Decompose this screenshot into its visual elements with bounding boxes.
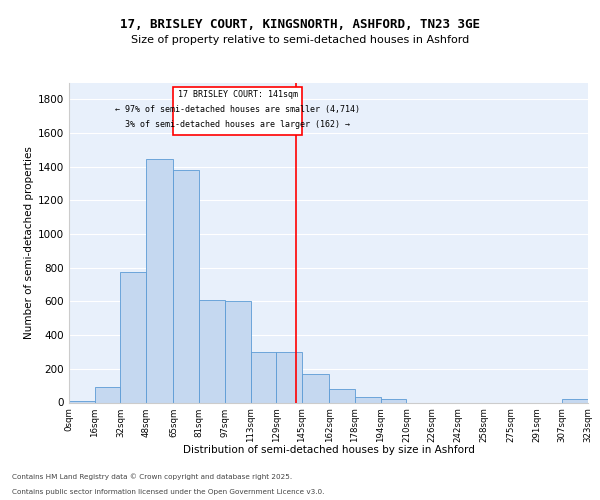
Y-axis label: Number of semi-detached properties: Number of semi-detached properties bbox=[24, 146, 34, 339]
Text: Contains HM Land Registry data © Crown copyright and database right 2025.: Contains HM Land Registry data © Crown c… bbox=[12, 474, 292, 480]
Bar bbox=[225, 300, 251, 402]
Bar bbox=[251, 352, 276, 403]
Text: 17, BRISLEY COURT, KINGSNORTH, ASHFORD, TN23 3GE: 17, BRISLEY COURT, KINGSNORTH, ASHFORD, … bbox=[120, 18, 480, 30]
Bar bbox=[381, 399, 406, 402]
Bar bbox=[95, 386, 121, 402]
Bar bbox=[173, 170, 199, 402]
Bar bbox=[69, 401, 95, 402]
Text: Contains public sector information licensed under the Open Government Licence v3: Contains public sector information licen… bbox=[12, 489, 325, 495]
Bar bbox=[302, 374, 329, 402]
Text: Size of property relative to semi-detached houses in Ashford: Size of property relative to semi-detach… bbox=[131, 35, 469, 45]
Bar bbox=[562, 399, 588, 402]
Bar bbox=[329, 389, 355, 402]
Bar bbox=[146, 159, 173, 402]
Bar bbox=[121, 272, 146, 402]
Text: 17 BRISLEY COURT: 141sqm: 17 BRISLEY COURT: 141sqm bbox=[178, 90, 298, 98]
FancyBboxPatch shape bbox=[173, 86, 302, 134]
Bar bbox=[199, 300, 225, 402]
Text: ← 97% of semi-detached houses are smaller (4,714): ← 97% of semi-detached houses are smalle… bbox=[115, 104, 360, 114]
Bar bbox=[355, 398, 381, 402]
X-axis label: Distribution of semi-detached houses by size in Ashford: Distribution of semi-detached houses by … bbox=[182, 445, 475, 455]
Bar bbox=[276, 352, 302, 403]
Text: 3% of semi-detached houses are larger (162) →: 3% of semi-detached houses are larger (1… bbox=[125, 120, 350, 128]
